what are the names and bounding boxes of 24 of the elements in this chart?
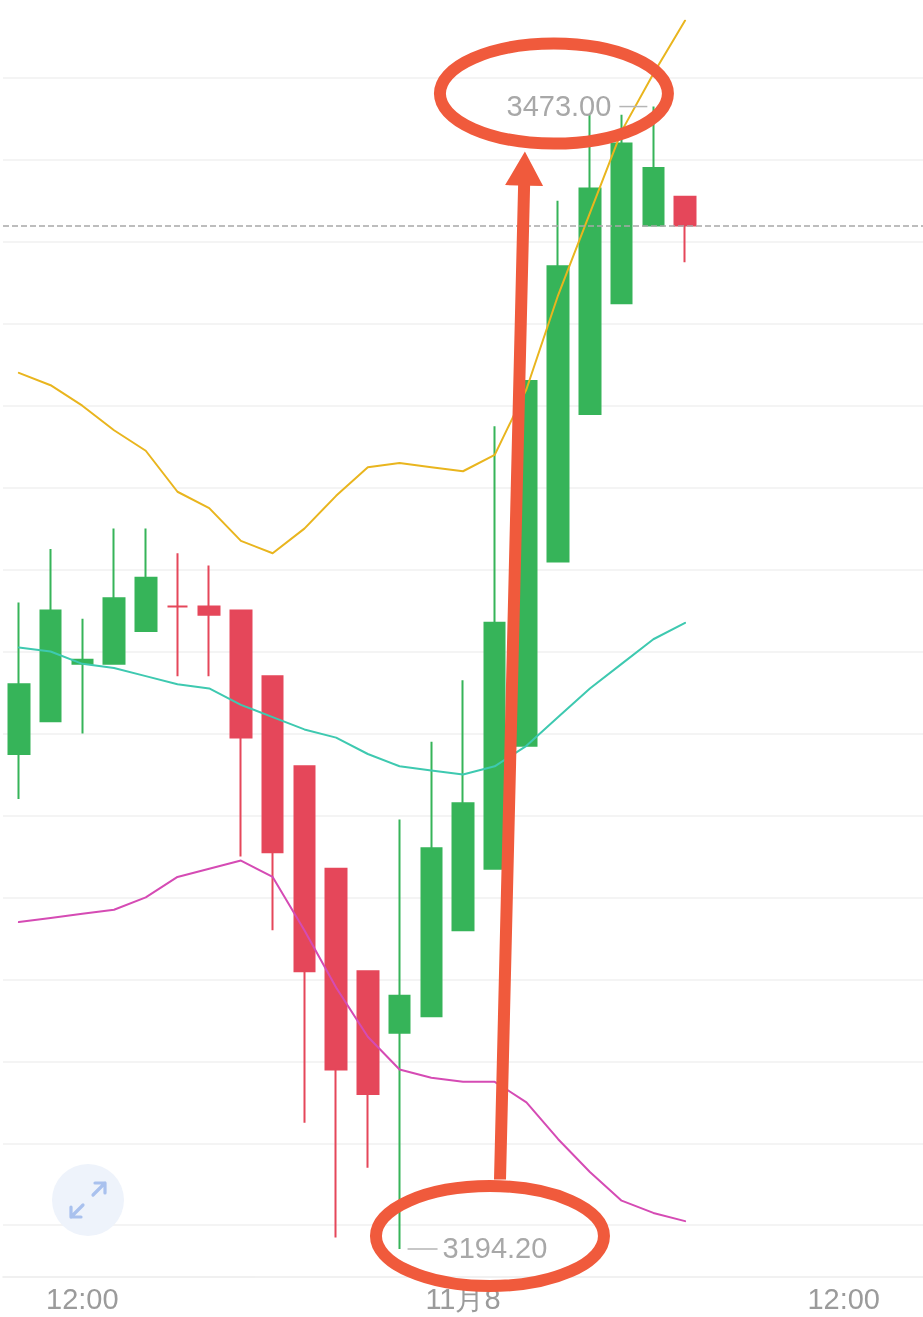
candlestick bbox=[356, 970, 380, 1169]
candlestick bbox=[483, 425, 506, 870]
candlestick bbox=[261, 675, 284, 932]
candlestick bbox=[71, 617, 94, 735]
candlestick bbox=[642, 105, 665, 227]
candlestick bbox=[197, 564, 221, 678]
candlestick bbox=[166, 552, 189, 678]
x-tick-label: 12:00 bbox=[807, 1283, 880, 1315]
candlestick bbox=[673, 195, 697, 264]
candlestick bbox=[546, 199, 570, 563]
candlestick bbox=[388, 818, 411, 1250]
x-tick-label: 12:00 bbox=[46, 1283, 119, 1315]
annotation: 3194.20 bbox=[442, 1232, 548, 1264]
candlestick bbox=[134, 527, 158, 633]
candlestick bbox=[39, 548, 62, 723]
candlestick bbox=[324, 867, 348, 1239]
candlestick bbox=[451, 679, 475, 932]
candlestick bbox=[610, 113, 633, 305]
annotation: 3473.00 bbox=[506, 89, 612, 122]
candlestick bbox=[7, 601, 31, 801]
candlestick bbox=[102, 527, 126, 665]
candlestick bbox=[293, 765, 316, 1124]
candlestick bbox=[420, 740, 443, 1018]
candlestick bbox=[229, 609, 253, 858]
